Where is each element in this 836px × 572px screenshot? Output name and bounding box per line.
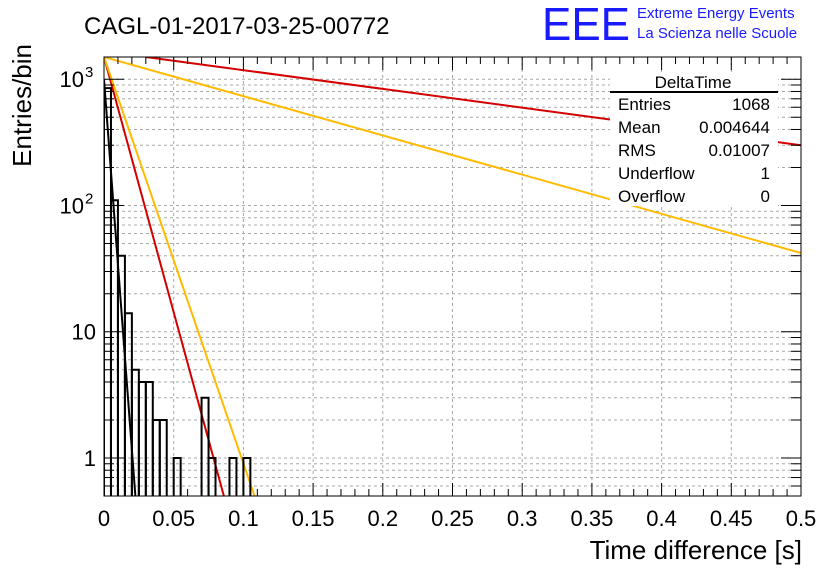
histogram-bin bbox=[242, 456, 252, 496]
x-tick-label: 0.2 bbox=[368, 506, 399, 531]
stats-box-title: DeltaTime bbox=[655, 73, 732, 92]
histogram-bin bbox=[207, 456, 217, 496]
chart-title: CAGL-01-2017-03-25-00772 bbox=[84, 13, 390, 40]
fit-curve-5 bbox=[104, 57, 801, 255]
histogram-bin bbox=[172, 456, 182, 496]
eee-logo-line2: La Scienza nelle Scuole bbox=[637, 25, 797, 42]
fit-curves bbox=[104, 57, 801, 496]
eee-logo-line1: Extreme Energy Events bbox=[637, 5, 795, 22]
histogram bbox=[104, 87, 252, 496]
x-tick-label: 0.25 bbox=[431, 506, 474, 531]
histogram-bin bbox=[158, 418, 168, 496]
stats-row-value: 1 bbox=[761, 164, 770, 183]
y-tick-label: 10 bbox=[72, 320, 96, 345]
stats-row-value: 0 bbox=[761, 187, 770, 206]
eee-logo: EEE Extreme Energy Events La Scienza nel… bbox=[542, 0, 797, 50]
y-tick-exponent: 3 bbox=[85, 64, 93, 81]
stats-box: DeltaTime Entries 1068 Mean 0.004644 RMS 0.01… bbox=[610, 72, 778, 206]
x-tick-label: 0.1 bbox=[228, 506, 259, 531]
fit-curve-3 bbox=[104, 57, 256, 496]
y-tick-label: 10 bbox=[60, 193, 84, 218]
histogram-bin bbox=[228, 456, 238, 496]
x-tick-label: 0 bbox=[98, 506, 110, 531]
x-tick-label: 0.05 bbox=[152, 506, 195, 531]
stats-row-value: 1068 bbox=[732, 95, 770, 114]
x-tick-label: 0.4 bbox=[646, 506, 677, 531]
x-axis-label: Time difference [s] bbox=[590, 535, 802, 565]
stats-box-background bbox=[610, 72, 778, 206]
y-tick-exponent: 2 bbox=[85, 190, 93, 207]
fit-curve-1 bbox=[104, 79, 137, 496]
histogram-bin bbox=[116, 254, 126, 496]
x-tick-label: 0.35 bbox=[570, 506, 613, 531]
histogram-bin bbox=[144, 380, 154, 496]
stats-row-label: Entries bbox=[618, 95, 671, 114]
grid-lines bbox=[104, 57, 801, 496]
eee-logo-mark: EEE bbox=[542, 0, 630, 50]
stats-row-label: Underflow bbox=[618, 164, 695, 183]
stats-row-label: Overflow bbox=[618, 187, 686, 206]
fit-curve-2 bbox=[104, 57, 225, 496]
axes: 0 0.05 0.1 0.15 0.2 0.25 0.3 0.35 0.4 0.45 0.51101… bbox=[60, 56, 817, 531]
stats-row-value: 0.004644 bbox=[699, 118, 770, 137]
y-tick-label: 1 bbox=[84, 446, 96, 471]
y-tick-label: 10 bbox=[60, 67, 84, 92]
x-tick-label: 0.45 bbox=[710, 506, 753, 531]
stats-row-label: RMS bbox=[618, 141, 656, 160]
histogram-bin bbox=[200, 396, 210, 496]
stats-row-label: Mean bbox=[618, 118, 661, 137]
x-tick-label: 0.3 bbox=[507, 506, 538, 531]
x-tick-label: 0.15 bbox=[292, 506, 335, 531]
y-axis-label: Entries/bin bbox=[7, 44, 37, 167]
stats-row-value: 0.01007 bbox=[709, 141, 770, 160]
histogram-bin bbox=[137, 380, 147, 496]
x-tick-label: 0.5 bbox=[786, 506, 817, 531]
